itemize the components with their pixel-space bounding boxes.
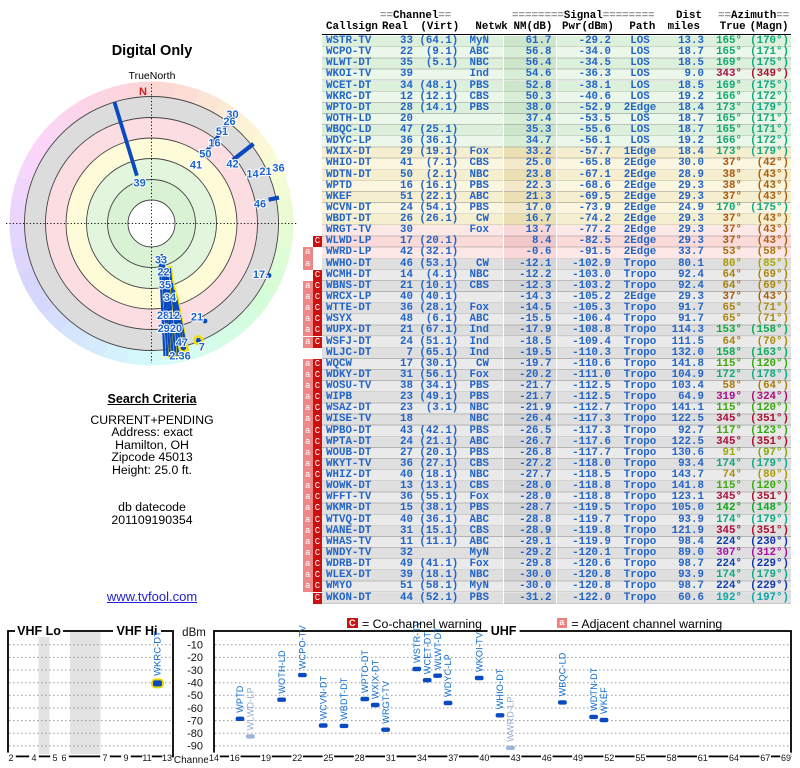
- svg-text:-80: -80: [187, 728, 203, 740]
- svg-text:20: 20: [170, 323, 182, 335]
- svg-text:WOTH-LD: WOTH-LD: [277, 650, 287, 694]
- svg-text:11: 11: [142, 753, 151, 763]
- svg-text:25: 25: [323, 753, 333, 763]
- svg-text:6: 6: [61, 753, 66, 763]
- svg-text:WKOI-TV: WKOI-TV: [474, 632, 484, 672]
- svg-text:21: 21: [259, 166, 271, 178]
- svg-text:-90: -90: [187, 741, 203, 753]
- svg-text:WBQC-LD: WBQC-LD: [558, 652, 568, 696]
- svg-text:16: 16: [230, 753, 240, 763]
- svg-text:-50: -50: [187, 690, 203, 702]
- svg-text:4: 4: [31, 753, 36, 763]
- svg-text:dBm: dBm: [182, 627, 206, 639]
- svg-text:64: 64: [729, 753, 739, 763]
- svg-text:WPTO-DT: WPTO-DT: [360, 649, 370, 693]
- svg-text:WCPO-TV: WCPO-TV: [298, 625, 308, 669]
- svg-text:22: 22: [292, 753, 302, 763]
- svg-text:VHF Hi: VHF Hi: [117, 624, 158, 638]
- svg-text:7: 7: [199, 341, 205, 353]
- svg-text:31: 31: [386, 753, 396, 763]
- svg-text:WKEF: WKEF: [599, 687, 609, 714]
- svg-text:5: 5: [52, 753, 57, 763]
- svg-text:9: 9: [123, 753, 128, 763]
- svg-text:-30: -30: [187, 665, 203, 677]
- svg-text:WWRD-LP: WWRD-LP: [506, 696, 516, 741]
- svg-text:WRGT-TV: WRGT-TV: [381, 681, 391, 724]
- svg-text:WBDT-DT: WBDT-DT: [339, 677, 349, 720]
- svg-text:42: 42: [226, 158, 238, 170]
- svg-text:26: 26: [223, 116, 235, 128]
- svg-text:34: 34: [164, 292, 177, 304]
- svg-text:67: 67: [760, 753, 770, 763]
- svg-text:16: 16: [208, 138, 220, 150]
- svg-text:58: 58: [667, 753, 677, 763]
- svg-text:12: 12: [168, 310, 180, 322]
- svg-text:WKRC-DT: WKRC-DT: [153, 631, 164, 676]
- svg-text:46: 46: [254, 199, 266, 211]
- svg-text:37: 37: [448, 753, 458, 763]
- svg-text:29: 29: [158, 323, 170, 335]
- svg-text:17.: 17.: [253, 269, 268, 281]
- svg-text:43: 43: [511, 753, 521, 763]
- svg-text:35: 35: [159, 280, 171, 292]
- svg-text:WLWD-LP: WLWD-LP: [246, 687, 256, 730]
- svg-text:55: 55: [635, 753, 645, 763]
- svg-text:WDYC-LP: WDYC-LP: [443, 654, 453, 697]
- svg-text:VHF Lo: VHF Lo: [17, 624, 61, 638]
- svg-text:34: 34: [417, 753, 427, 763]
- svg-text:61: 61: [698, 753, 708, 763]
- svg-text:28: 28: [157, 310, 169, 322]
- svg-text:49: 49: [573, 753, 583, 763]
- svg-text:28: 28: [355, 753, 365, 763]
- svg-text:2.36: 2.36: [169, 351, 190, 363]
- svg-text:14: 14: [209, 753, 219, 763]
- svg-text:21: 21: [191, 312, 203, 324]
- svg-text:13: 13: [162, 753, 172, 763]
- svg-text:UHF: UHF: [491, 624, 517, 638]
- svg-text:30: 30: [226, 109, 238, 121]
- svg-text:2: 2: [8, 753, 13, 763]
- svg-text:69: 69: [781, 753, 791, 763]
- svg-text:50: 50: [199, 149, 211, 161]
- svg-text:Channel: Channel: [174, 755, 211, 766]
- svg-text:WPTD: WPTD: [235, 685, 245, 713]
- svg-text:46: 46: [542, 753, 552, 763]
- svg-text:7: 7: [102, 753, 107, 763]
- svg-text:36: 36: [272, 162, 284, 174]
- svg-text:WXIX-DT: WXIX-DT: [370, 659, 380, 699]
- svg-text:47: 47: [176, 337, 188, 349]
- svg-text:-40: -40: [187, 678, 203, 690]
- svg-text:WCET-DT: WCET-DT: [422, 632, 432, 675]
- svg-text:WSTR-TV: WSTR-TV: [412, 621, 422, 663]
- svg-text:WLWT-DT: WLWT-DT: [433, 627, 443, 670]
- svg-text:-20: -20: [187, 652, 203, 664]
- svg-text:14: 14: [246, 168, 259, 180]
- svg-text:WDTN-DT: WDTN-DT: [589, 667, 599, 711]
- svg-text:-60: -60: [187, 703, 203, 715]
- svg-text:33: 33: [155, 255, 167, 267]
- svg-text:39: 39: [133, 178, 145, 190]
- svg-text:-70: -70: [187, 715, 203, 727]
- svg-text:19: 19: [261, 753, 271, 763]
- svg-text:WHIO-DT: WHIO-DT: [495, 668, 505, 709]
- svg-text:22: 22: [157, 267, 169, 279]
- svg-text:51: 51: [216, 126, 228, 138]
- svg-text:41: 41: [190, 160, 202, 172]
- svg-text:-10: -10: [187, 640, 203, 652]
- svg-text:WCVN-DT: WCVN-DT: [318, 675, 328, 719]
- svg-text:40: 40: [479, 753, 489, 763]
- svg-text:52: 52: [604, 753, 614, 763]
